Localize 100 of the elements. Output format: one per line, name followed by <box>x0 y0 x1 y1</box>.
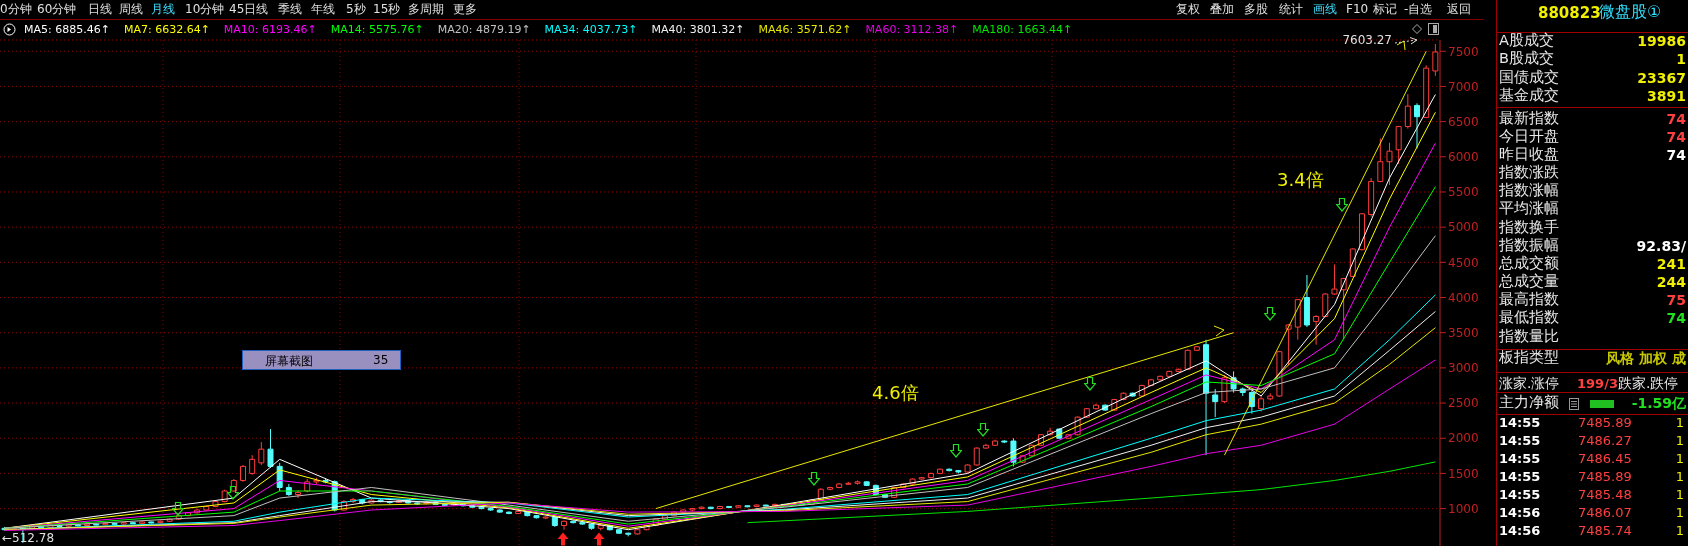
y-tick-label: 1500 <box>1448 466 1479 481</box>
text: 7485.48 <box>1578 487 1632 503</box>
text: MA10: 6193.46↑ <box>223 23 317 36</box>
text: 更多 <box>453 2 477 17</box>
text: 叠加 <box>1210 2 1234 17</box>
text: 统计 <box>1279 2 1303 17</box>
text: 总成交量 <box>1499 273 1559 290</box>
annotation: 4.6倍 <box>872 382 919 403</box>
text: 月线 <box>151 2 175 17</box>
text: 14:55 <box>1499 487 1541 503</box>
text: 指数换手 <box>1499 219 1559 236</box>
text: 60分钟 <box>37 2 77 17</box>
text: 5秒 <box>346 2 366 17</box>
text: 基金成交 <box>1499 87 1559 104</box>
text: 92.83/ <box>1636 238 1686 255</box>
y-tick-label: 4500 <box>1448 255 1479 270</box>
y-tick-label: 1000 <box>1448 501 1479 516</box>
text: 880823 <box>1538 4 1601 22</box>
y-tick-label: 7000 <box>1448 79 1479 94</box>
text: 14:56 <box>1499 505 1541 521</box>
text: 复权 <box>1176 2 1200 17</box>
text: 今日开盘 <box>1499 128 1559 145</box>
annotation: 3.4倍 <box>1277 169 1324 190</box>
text: 涨家.涨停 <box>1499 375 1560 392</box>
text: -1.59亿 <box>1631 395 1686 412</box>
y-tick-label: 6500 <box>1448 114 1479 129</box>
text: 日线 <box>88 2 112 17</box>
text: 最低指数 <box>1499 309 1559 326</box>
text: 241 <box>1656 256 1686 273</box>
text: 7485.74 <box>1578 523 1632 539</box>
text: 244 <box>1656 274 1686 291</box>
text: 1 <box>1675 433 1684 449</box>
text: MA34: 4037.73↑ <box>544 23 638 36</box>
text: 最高指数 <box>1499 291 1559 308</box>
text: 国债成交 <box>1499 69 1559 86</box>
text: 板指类型 <box>1499 349 1559 366</box>
text: F10 <box>1346 2 1369 17</box>
y-tick-label: 2500 <box>1448 396 1479 411</box>
text: 14:55 <box>1499 469 1541 485</box>
text: 主力净额 <box>1499 394 1559 411</box>
text: 返回 <box>1447 2 1471 17</box>
text: 多周期 <box>408 2 444 17</box>
text: 14:55 <box>1499 451 1541 467</box>
text: A股成交 <box>1499 32 1554 49</box>
text: 最新指数 <box>1499 110 1559 127</box>
y-tick-label: 5000 <box>1448 220 1479 235</box>
text: 微盘股① <box>1599 2 1662 21</box>
annotation: 屏幕截图 <box>265 353 313 370</box>
text: 平均涨幅 <box>1499 200 1559 217</box>
text: 季线 <box>278 2 302 17</box>
text: 74 <box>1666 129 1686 146</box>
text: 指数量比 <box>1499 328 1559 345</box>
text: 周线 <box>119 2 143 17</box>
text: 74 <box>1666 310 1686 327</box>
y-tick-label: 3000 <box>1448 361 1479 376</box>
text: 年线 <box>311 2 335 17</box>
text: 7486.27 <box>1578 433 1632 449</box>
text: 指数振幅 <box>1499 237 1559 254</box>
y-tick-label: 5500 <box>1448 185 1479 200</box>
text: 指数涨幅 <box>1499 182 1559 199</box>
annotation: 7603.27 <box>1342 33 1392 48</box>
text: 14:55 <box>1499 433 1541 449</box>
text: 15秒 <box>373 2 401 17</box>
text: 风格 加权 成 <box>1606 350 1686 367</box>
text: 指数涨跌 <box>1499 164 1559 181</box>
text: 10分钟 <box>185 2 225 17</box>
text: 跌家.跌停 <box>1618 375 1679 392</box>
y-tick-label: 4000 <box>1448 290 1479 305</box>
text: 7485.89 <box>1578 469 1632 485</box>
text: 45日线 <box>229 2 269 17</box>
text: MA46: 3571.62↑ <box>758 23 852 36</box>
text: 1 <box>1675 415 1684 431</box>
text: 7486.07 <box>1578 505 1632 521</box>
text: 1 <box>1675 469 1684 485</box>
text: MA20: 4879.19↑ <box>437 23 531 36</box>
text: 14:55 <box>1499 415 1541 431</box>
text: 多股 <box>1244 2 1268 17</box>
text: 199/3 <box>1577 376 1618 392</box>
legend-label: MA5: 6885.46↑ <box>24 23 110 36</box>
text: MA60: 3112.38↑ <box>865 23 959 36</box>
text: B股成交 <box>1499 50 1554 67</box>
text: 1 <box>1675 451 1684 467</box>
text: -自选 <box>1404 2 1433 17</box>
y-tick-label: 6000 <box>1448 150 1479 165</box>
text: 7485.89 <box>1578 415 1632 431</box>
text: 19986 <box>1637 33 1686 50</box>
text: MA180: 1663.44↑ <box>972 23 1073 36</box>
annotation: 35 <box>373 353 389 367</box>
y-tick-label: 3500 <box>1448 325 1479 340</box>
text: 75 <box>1666 292 1686 309</box>
text: MA7: 6632.64↑ <box>123 23 210 36</box>
text: MA14: 5575.76↑ <box>330 23 424 36</box>
text: 1 <box>1675 487 1684 503</box>
text: 1 <box>1675 505 1684 521</box>
text: 昨日收盘 <box>1499 146 1559 163</box>
text: 74 <box>1666 111 1686 128</box>
text: 1 <box>1676 51 1686 68</box>
y-tick-label: 7500 <box>1448 44 1479 59</box>
y-tick-label: 2000 <box>1448 431 1479 446</box>
text: 23367 <box>1637 70 1686 87</box>
